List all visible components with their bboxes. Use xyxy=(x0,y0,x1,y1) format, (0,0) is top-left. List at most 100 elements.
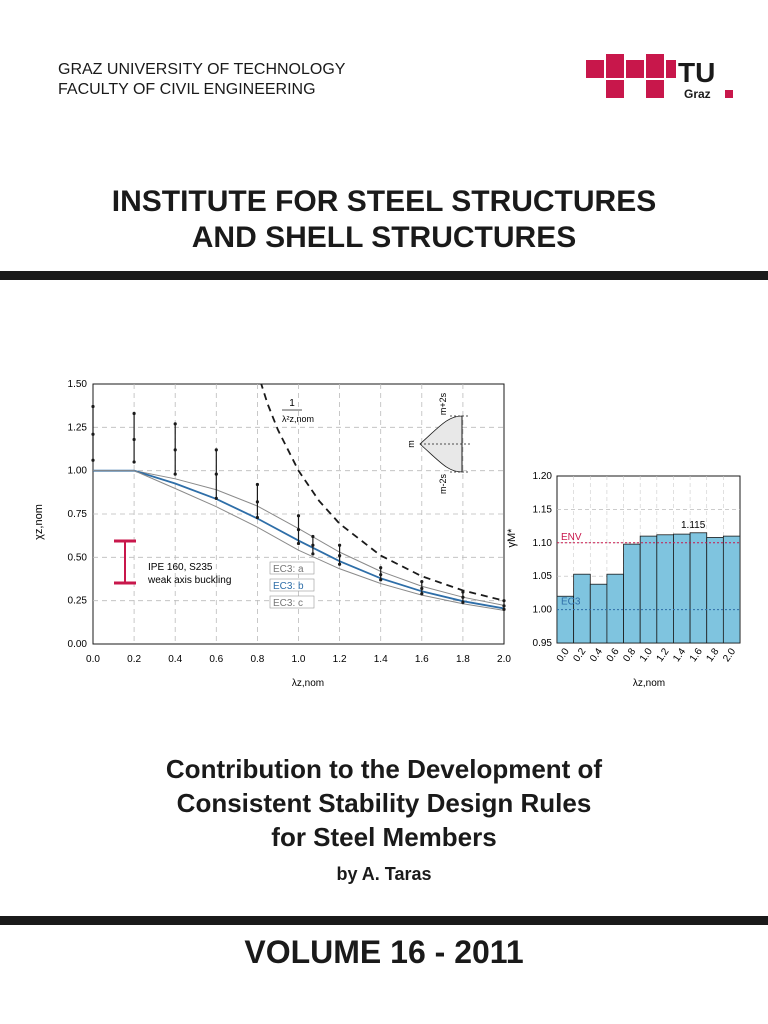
chart1-xlabel: λz,nom xyxy=(292,678,324,689)
error-point xyxy=(296,514,301,518)
error-point xyxy=(214,496,218,500)
chart2-xtick: 0.0 xyxy=(555,646,572,664)
institute-title: INSTITUTE FOR STEEL STRUCTURES AND SHELL… xyxy=(0,184,768,256)
chart1-xtick: 1.4 xyxy=(374,654,388,665)
error-point xyxy=(132,411,136,416)
chart1-xtick: 1.8 xyxy=(456,654,470,665)
dist-minus-label: m-2s xyxy=(438,474,448,494)
error-point xyxy=(379,573,383,577)
error-point xyxy=(502,599,506,603)
chart1-ytick: 1.00 xyxy=(68,466,88,477)
ref-label-env: ENV xyxy=(561,532,582,543)
chart2-xtick: 0.8 xyxy=(621,646,638,664)
bar xyxy=(606,573,624,644)
mode-label: weak axis buckling xyxy=(147,575,231,586)
chart1-ytick: 0.25 xyxy=(68,596,88,607)
chart1-xtick: 0.2 xyxy=(127,654,141,665)
chart1-legend: EC3: a EC3: b EC3: c xyxy=(269,561,315,609)
error-point xyxy=(173,448,177,452)
legend-ec3-b: EC3: b xyxy=(273,581,304,592)
author: by A. Taras xyxy=(336,864,432,884)
error-point xyxy=(173,422,177,426)
error-point xyxy=(296,528,301,532)
chart2-ytick: 1.00 xyxy=(533,605,553,616)
error-point xyxy=(91,432,95,436)
error-point xyxy=(338,543,342,547)
chart2-xlabel: λz,nom xyxy=(633,678,665,689)
error-point xyxy=(379,566,383,570)
buckling-curve-chart: 0.0 0.2 0.4 0.6 0.8 1.0 1.2 1.4 1.6 1.8 2.0 0.00 0.2… xyxy=(33,379,511,689)
partial-factor-chart: 0.951.001.051.101.151.200.0 0.2 0.4 0.6 0.8 1… xyxy=(506,471,741,689)
chart1-ytick: 0.50 xyxy=(68,552,88,563)
chart2-xtick: 0.4 xyxy=(588,646,605,664)
chart1-xtick: 2.0 xyxy=(497,654,511,665)
ec3-curve-c xyxy=(93,470,504,611)
legend-ec3-c: EC3: c xyxy=(273,598,303,609)
chart2-xtick: 1.2 xyxy=(655,646,672,664)
euler-hyperbola xyxy=(260,384,504,602)
bar xyxy=(639,535,658,644)
error-point xyxy=(461,600,465,604)
error-point xyxy=(255,482,259,487)
dist-m-label: m xyxy=(406,440,416,448)
bar xyxy=(623,543,641,644)
error-point xyxy=(311,552,315,556)
error-point xyxy=(461,590,465,594)
chart1-xtick: 0.8 xyxy=(250,654,264,665)
chart2-xtick: 2.0 xyxy=(721,646,738,664)
legend-ec3-a: EC3: a xyxy=(273,564,304,575)
bar xyxy=(656,534,674,644)
error-point xyxy=(420,592,424,596)
error-point xyxy=(91,458,95,462)
chart2-xtick: 1.4 xyxy=(671,646,688,664)
error-point xyxy=(173,472,177,476)
section-label: IPE 160, S235 xyxy=(148,562,213,573)
error-point xyxy=(214,448,218,452)
i-beam-icon xyxy=(114,539,136,585)
error-point xyxy=(420,586,424,591)
hyperbola-label-num: 1 xyxy=(289,398,295,409)
chart1-ytick: 1.50 xyxy=(68,379,88,390)
chart2-ytick: 1.10 xyxy=(533,538,553,549)
volume-label: VOLUME 16 - 2011 xyxy=(244,934,524,970)
chart1-xtick: 1.6 xyxy=(415,654,429,665)
error-point xyxy=(132,460,136,464)
error-point xyxy=(338,562,342,566)
bar xyxy=(589,583,608,644)
tu-graz-logo: TU Graz xyxy=(586,54,733,101)
chart1-xtick: 0.4 xyxy=(168,654,182,665)
error-point xyxy=(379,578,383,582)
publication-title: Contribution to the Development of Consi… xyxy=(0,752,768,854)
chart2-xtick: 1.6 xyxy=(688,646,705,664)
chart2-ytick: 0.95 xyxy=(533,638,553,649)
chart1-xtick: 0.6 xyxy=(209,654,223,665)
error-point xyxy=(296,541,301,546)
chart2-xtick: 0.2 xyxy=(571,646,588,664)
bar xyxy=(573,573,591,644)
university-header: GRAZ UNIVERSITY OF TECHNOLOGY FACULTY OF… xyxy=(58,60,345,100)
university-name: GRAZ UNIVERSITY OF TECHNOLOGY xyxy=(58,61,346,78)
chart1-ytick: 0.75 xyxy=(68,509,88,520)
chart2-xtick: 1.0 xyxy=(638,646,655,664)
error-point xyxy=(91,404,95,409)
chart1-xtick: 1.2 xyxy=(333,654,347,665)
error-point xyxy=(311,534,315,539)
error-point xyxy=(255,515,259,520)
chart1-xtick: 0.0 xyxy=(86,654,100,665)
hyperbola-label-den: λ²z,nom xyxy=(282,414,314,424)
distribution-inset: m m+2s m-2s xyxy=(406,392,470,494)
chart1-ytick: 1.25 xyxy=(68,422,88,433)
ref-label-ec3: EC3 xyxy=(561,597,581,608)
institute-line1: INSTITUTE FOR STEEL STRUCTURES xyxy=(111,185,657,218)
title-line2: Consistent Stability Design Rules xyxy=(176,788,592,818)
error-point xyxy=(502,607,506,611)
chart2-xtick: 0.6 xyxy=(605,646,622,664)
faculty-name: FACULTY OF CIVIL ENGINEERING xyxy=(58,81,316,98)
error-point xyxy=(420,580,424,584)
logo-tu-text: TU xyxy=(678,57,715,88)
bottom-rule xyxy=(0,916,768,925)
error-point xyxy=(132,437,136,442)
chart1-ytick: 0.00 xyxy=(68,639,88,650)
error-point xyxy=(461,595,465,599)
bar xyxy=(706,537,724,644)
